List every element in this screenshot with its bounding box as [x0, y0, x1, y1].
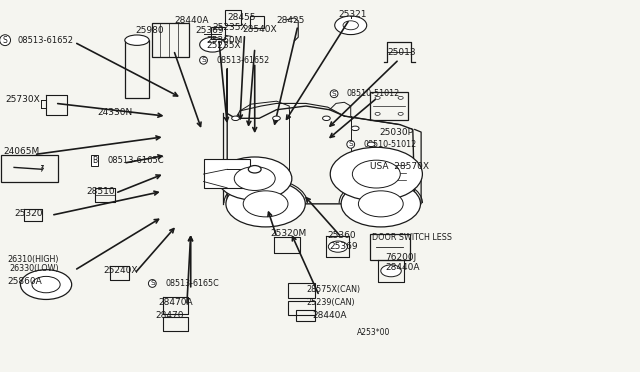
- Text: 25240X: 25240X: [104, 266, 138, 275]
- Circle shape: [218, 157, 292, 200]
- Text: 28440A: 28440A: [312, 311, 347, 320]
- Text: S: S: [348, 141, 353, 147]
- Text: S: S: [332, 91, 337, 97]
- Circle shape: [234, 167, 275, 190]
- Text: 08513-61652: 08513-61652: [216, 56, 269, 65]
- Circle shape: [398, 96, 403, 99]
- Text: 25369: 25369: [330, 242, 358, 251]
- Text: 28540X: 28540X: [242, 25, 276, 33]
- Text: 25239(CAN): 25239(CAN): [306, 298, 355, 307]
- Circle shape: [375, 112, 380, 115]
- Text: 76200J: 76200J: [385, 253, 417, 262]
- Text: S: S: [201, 57, 206, 63]
- Circle shape: [273, 116, 280, 121]
- Circle shape: [200, 37, 225, 52]
- Text: 25980: 25980: [136, 26, 164, 35]
- Text: 26310(HIGH): 26310(HIGH): [8, 255, 59, 264]
- Text: 25860A: 25860A: [8, 278, 42, 286]
- Text: 25013: 25013: [387, 48, 416, 57]
- Text: 25369: 25369: [195, 26, 224, 35]
- Text: 08510-51012: 08510-51012: [364, 140, 417, 149]
- Circle shape: [226, 181, 305, 227]
- Text: 28440A: 28440A: [174, 16, 209, 25]
- Bar: [1, 155, 58, 182]
- Text: 25320M: 25320M: [270, 229, 307, 238]
- Text: A253*00: A253*00: [357, 328, 390, 337]
- Bar: [204, 159, 250, 188]
- Text: 28455: 28455: [227, 13, 256, 22]
- Text: 25321: 25321: [338, 10, 367, 19]
- Circle shape: [330, 147, 422, 201]
- Bar: [225, 10, 241, 25]
- Circle shape: [375, 96, 380, 99]
- Bar: [211, 27, 225, 39]
- Text: 08513-6165C: 08513-6165C: [108, 156, 164, 165]
- Bar: [370, 234, 410, 260]
- Text: 28470: 28470: [155, 311, 184, 320]
- Ellipse shape: [125, 35, 149, 45]
- Bar: [125, 40, 149, 98]
- Circle shape: [243, 191, 288, 217]
- Text: DOOR SWITCH LESS: DOOR SWITCH LESS: [372, 233, 452, 242]
- Circle shape: [323, 116, 330, 121]
- Text: 24065M: 24065M: [3, 147, 40, 156]
- Text: 24330N: 24330N: [97, 108, 132, 117]
- Circle shape: [351, 126, 359, 131]
- Text: 08513-6165C: 08513-6165C: [165, 279, 219, 288]
- Circle shape: [32, 276, 60, 293]
- Text: 28470A: 28470A: [159, 298, 193, 307]
- Circle shape: [367, 142, 375, 147]
- Text: S: S: [150, 280, 155, 286]
- Text: 08510-51012: 08510-51012: [347, 89, 400, 98]
- Circle shape: [232, 116, 239, 121]
- Text: 25360M: 25360M: [206, 36, 243, 45]
- Circle shape: [328, 241, 348, 252]
- Text: 25030P: 25030P: [379, 128, 413, 137]
- Bar: [366, 157, 410, 187]
- Text: 08513-61652: 08513-61652: [18, 36, 74, 45]
- Circle shape: [335, 16, 367, 35]
- Circle shape: [341, 181, 420, 227]
- Text: 25235X: 25235X: [212, 23, 247, 32]
- Circle shape: [20, 270, 72, 299]
- Text: 28575X(CAN): 28575X(CAN): [306, 285, 360, 294]
- Text: B: B: [92, 156, 97, 165]
- Bar: [288, 283, 315, 298]
- Bar: [370, 92, 408, 120]
- Text: 28425: 28425: [276, 16, 305, 25]
- Circle shape: [358, 191, 403, 217]
- Bar: [288, 301, 315, 315]
- Circle shape: [381, 265, 401, 277]
- Text: 25360: 25360: [328, 231, 356, 240]
- Bar: [152, 23, 189, 57]
- Text: 26330(LOW): 26330(LOW): [10, 264, 60, 273]
- Text: USA  28570X: USA 28570X: [370, 162, 429, 171]
- Bar: [250, 16, 264, 28]
- Text: 25730X: 25730X: [5, 95, 40, 104]
- Text: 28440A: 28440A: [385, 263, 420, 272]
- Text: 28510: 28510: [86, 187, 115, 196]
- Bar: [296, 310, 315, 321]
- Text: 25235X: 25235X: [206, 41, 241, 50]
- Text: 25320: 25320: [14, 209, 43, 218]
- Text: S: S: [3, 36, 8, 45]
- Circle shape: [343, 21, 358, 30]
- Circle shape: [248, 166, 261, 173]
- Circle shape: [353, 160, 400, 188]
- Circle shape: [398, 112, 403, 115]
